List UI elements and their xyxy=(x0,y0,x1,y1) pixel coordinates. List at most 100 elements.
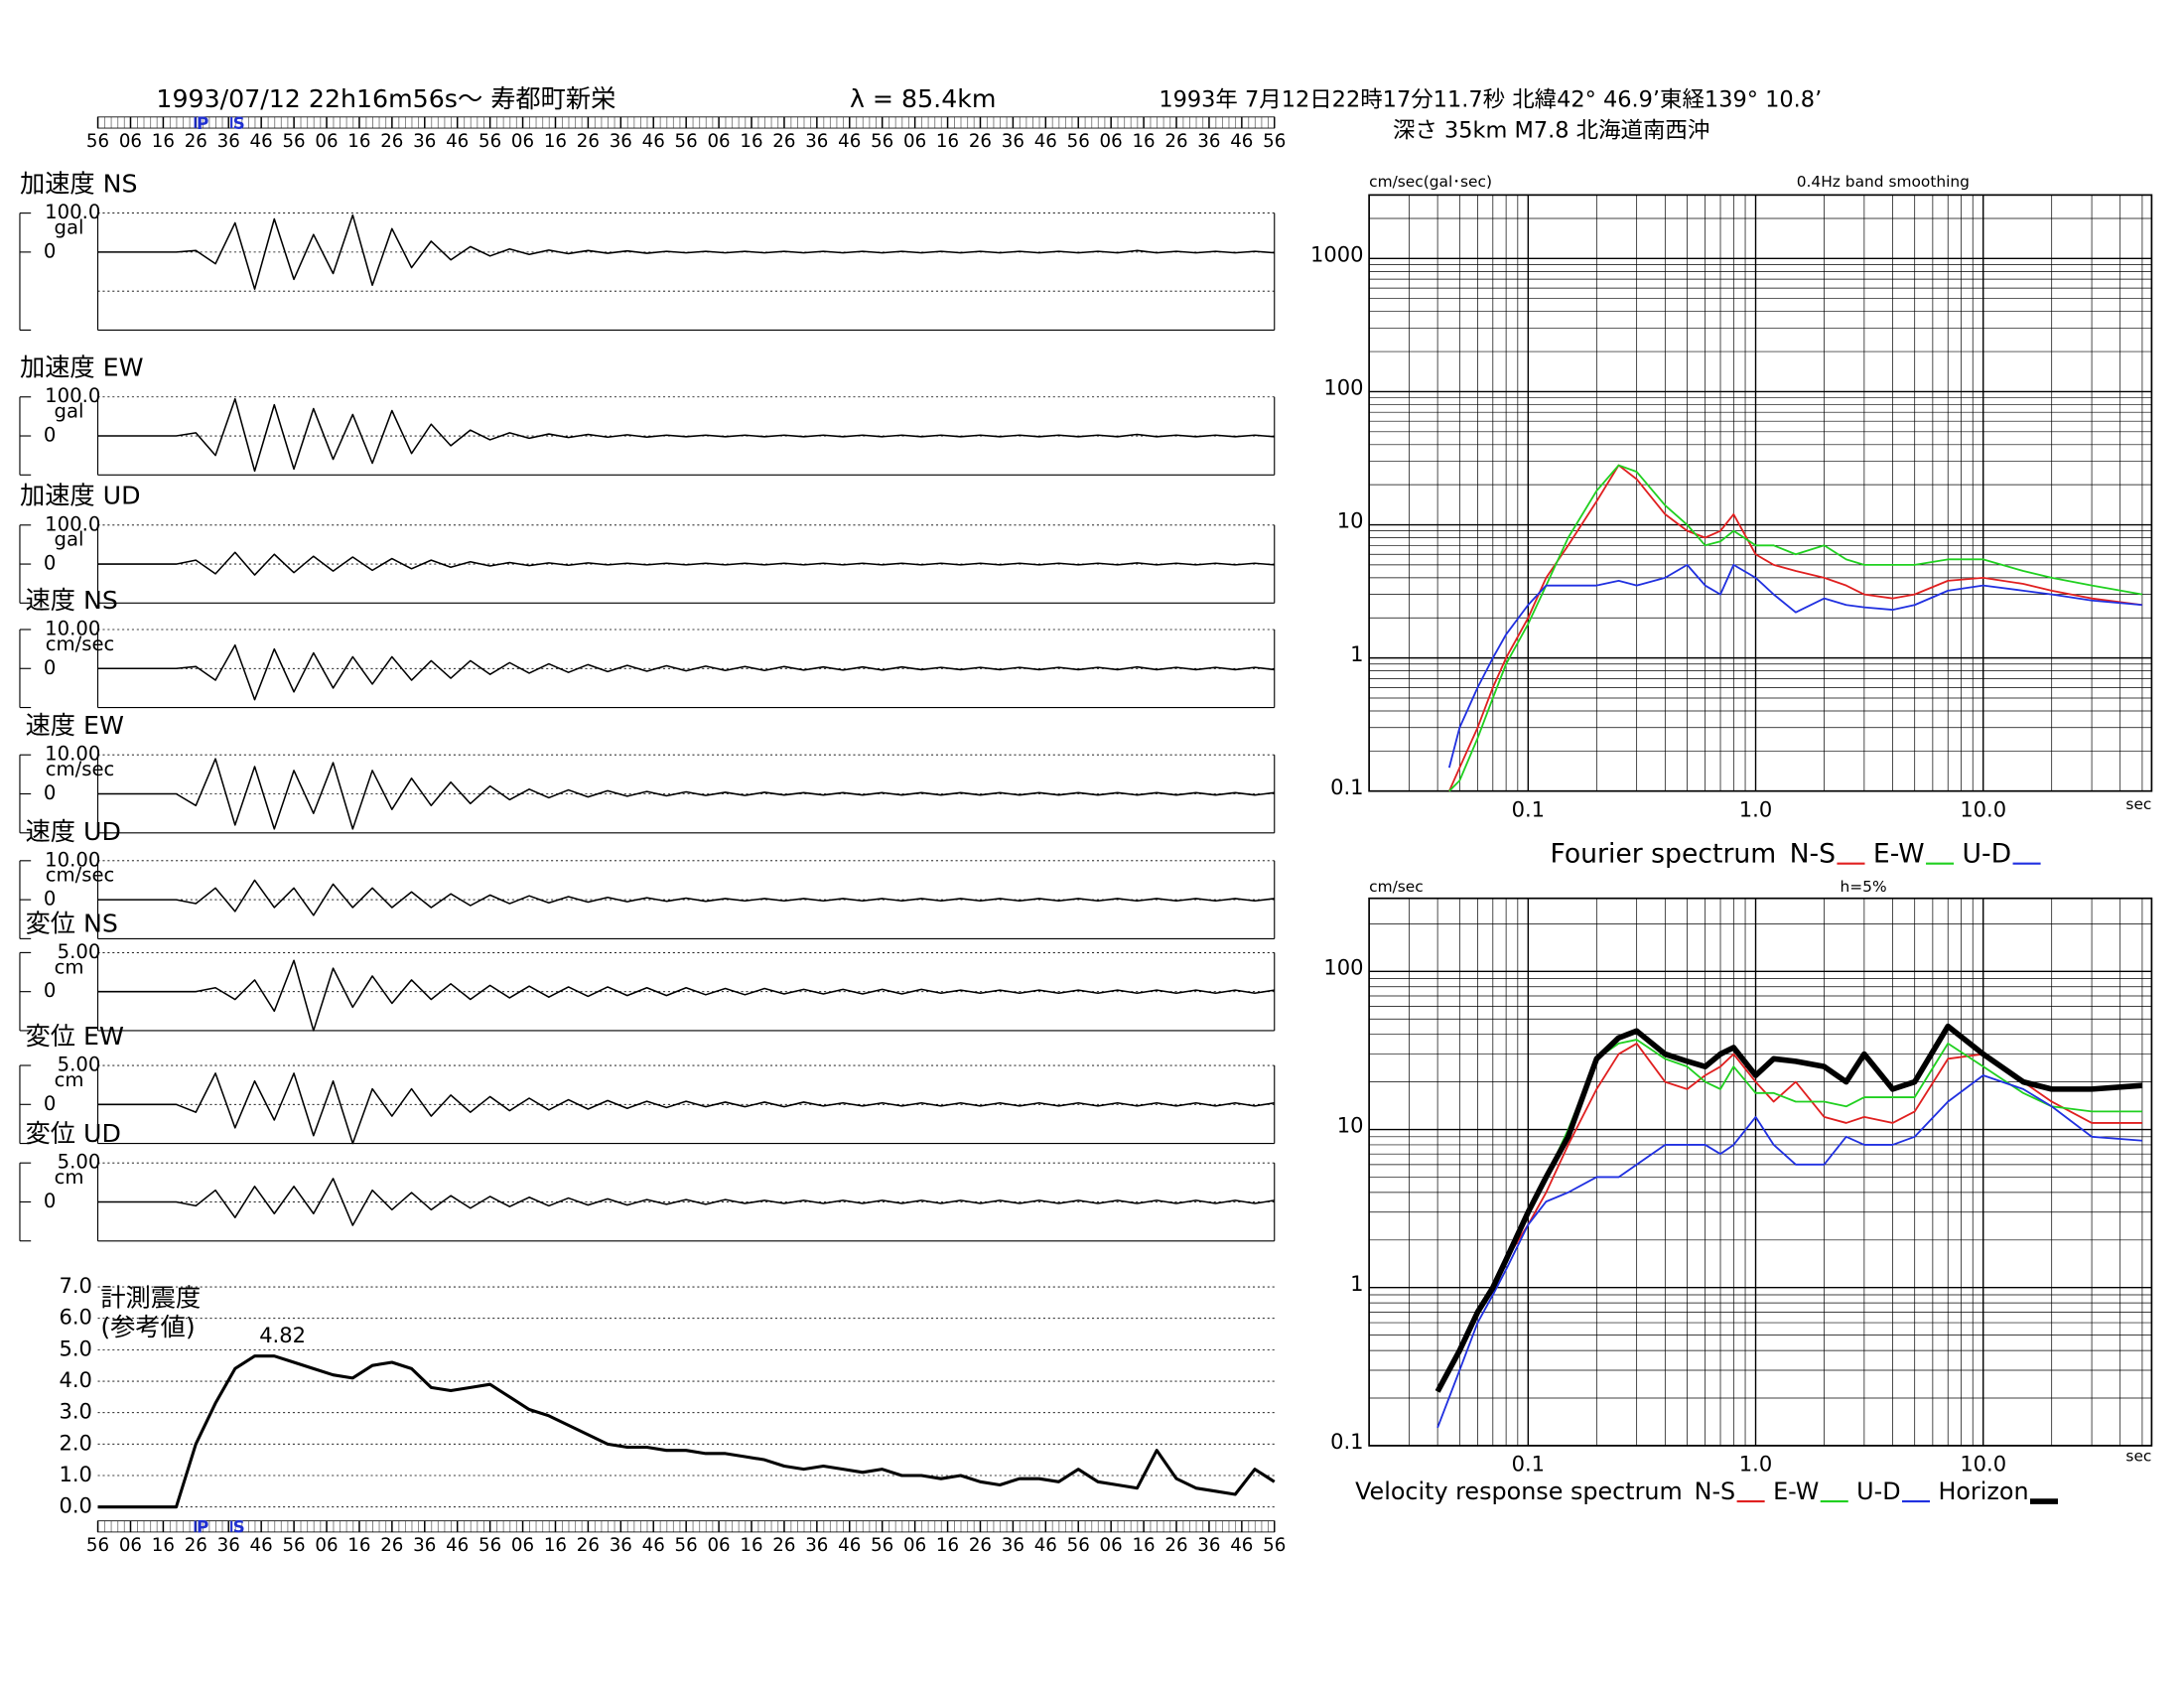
y-tick-label: 100.0 xyxy=(45,512,100,535)
y-tick-label: 0 xyxy=(44,1190,56,1212)
y-tick-label: 100 xyxy=(1323,955,1363,980)
x-tick-label: 16 xyxy=(347,131,370,152)
phase-label: S xyxy=(233,113,245,133)
x-tick-label: 10.0 xyxy=(1960,796,2006,821)
waveform-trace xyxy=(97,879,1275,916)
y-tick-label: 0 xyxy=(44,888,56,911)
y-tick-label: 10 xyxy=(1337,1113,1364,1138)
x-tick-label: 0.1 xyxy=(1512,1452,1545,1477)
legend-label: Horizon xyxy=(1938,1477,2028,1505)
y-tick-label: 1 xyxy=(1350,641,1363,666)
spectrum-line xyxy=(1448,464,2143,792)
waveform-trace xyxy=(97,643,1275,701)
x-tick-label: 16 xyxy=(740,1535,762,1556)
y-tick-label: 10 xyxy=(1337,508,1364,533)
x-tick-label: 36 xyxy=(1197,1535,1220,1556)
trace-label: 加速度 NS xyxy=(20,170,138,199)
y-tick-label: 10.00 xyxy=(45,743,100,766)
x-tick-label: 56 xyxy=(871,1535,893,1556)
y-tick-label: 1000 xyxy=(1310,242,1363,267)
x-tick-label: 06 xyxy=(315,131,338,152)
waveform-trace xyxy=(97,1072,1275,1145)
y-tick-label: 100.0 xyxy=(45,384,100,407)
x-tick-label: 26 xyxy=(185,1535,207,1556)
waveform-trace xyxy=(97,1178,1275,1226)
unit-label: cm/sec xyxy=(46,758,115,780)
x-tick-label: 26 xyxy=(772,131,795,152)
x-tick-label: 56 xyxy=(1263,131,1286,152)
x-tick-label: 36 xyxy=(413,131,436,152)
y-tick-label: 100 xyxy=(1323,375,1363,400)
x-tick-label: 56 xyxy=(1067,1535,1090,1556)
y-tick-label: 0 xyxy=(44,424,56,447)
phase-label: P xyxy=(197,113,208,133)
x-tick-label: 46 xyxy=(642,1535,665,1556)
record-title: 1993/07/12 22h16m56s〜 寿都町新栄 xyxy=(156,84,615,113)
x-axis-label: sec xyxy=(2125,1448,2151,1466)
waveform-trace xyxy=(97,397,1275,473)
annotation: λ = 85.4km xyxy=(850,84,997,113)
chart-subtitle: (参考値) xyxy=(100,1313,195,1341)
x-tick-label: 26 xyxy=(1164,131,1187,152)
x-tick-label: 06 xyxy=(707,131,730,152)
legend-label: E-W xyxy=(1773,1477,1819,1505)
x-tick-label: 36 xyxy=(1197,131,1220,152)
x-tick-label: 26 xyxy=(577,131,600,152)
x-tick-label: 56 xyxy=(86,1535,109,1556)
x-tick-label: 46 xyxy=(250,1535,273,1556)
phase-label: P xyxy=(197,1517,208,1537)
unit-label: cm/sec xyxy=(46,864,115,887)
y-tick-label: 3.0 xyxy=(59,1399,91,1424)
x-tick-label: 06 xyxy=(1100,131,1123,152)
unit-label: cm xyxy=(55,1068,84,1091)
x-tick-label: 36 xyxy=(217,131,240,152)
x-tick-label: 26 xyxy=(380,1535,403,1556)
y-tick-label: 7.0 xyxy=(59,1273,91,1298)
waveform-trace xyxy=(97,758,1275,830)
x-tick-label: 26 xyxy=(577,1535,600,1556)
phase-label: S xyxy=(233,1517,245,1537)
x-tick-label: 56 xyxy=(478,131,501,152)
y-axis-label: cm/sec(gal･sec) xyxy=(1369,173,1492,191)
unit-label: cm xyxy=(55,955,84,978)
x-tick-label: 46 xyxy=(1034,1535,1057,1556)
x-tick-label: 56 xyxy=(1263,1535,1286,1556)
x-tick-label: 36 xyxy=(217,1535,240,1556)
x-tick-label: 16 xyxy=(544,1535,567,1556)
x-tick-label: 36 xyxy=(413,1535,436,1556)
x-tick-label: 56 xyxy=(675,131,698,152)
y-tick-label: 0.1 xyxy=(1330,774,1363,799)
unit-label: cm xyxy=(55,1166,84,1189)
x-tick-label: 06 xyxy=(903,1535,926,1556)
x-tick-label: 26 xyxy=(1164,1535,1187,1556)
x-tick-label: 46 xyxy=(446,131,469,152)
plot-frame xyxy=(1368,194,2153,792)
x-tick-label: 0.1 xyxy=(1512,796,1545,821)
x-tick-label: 06 xyxy=(315,1535,338,1556)
x-tick-label: 56 xyxy=(282,1535,305,1556)
x-tick-label: 36 xyxy=(805,1535,828,1556)
legend-label: U-D xyxy=(1856,1477,1900,1505)
y-tick-label: 5.00 xyxy=(58,1054,101,1076)
y-tick-label: 0 xyxy=(44,781,56,804)
x-tick-label: 1.0 xyxy=(1739,796,1772,821)
x-tick-label: 46 xyxy=(642,131,665,152)
waveform-trace xyxy=(97,551,1275,576)
spectrum-line xyxy=(1447,563,2143,769)
x-tick-label: 46 xyxy=(1230,1535,1253,1556)
x-tick-label: 56 xyxy=(675,1535,698,1556)
x-tick-label: 16 xyxy=(152,1535,175,1556)
y-tick-label: 4.0 xyxy=(59,1367,91,1392)
y-tick-label: 0 xyxy=(44,239,56,262)
x-axis-label: sec xyxy=(2125,795,2151,813)
trace-label: 速度 NS xyxy=(26,586,118,615)
x-tick-label: 06 xyxy=(119,131,142,152)
x-tick-label: 10.0 xyxy=(1960,1452,2006,1477)
trace-label: 速度 UD xyxy=(26,817,121,846)
x-tick-label: 06 xyxy=(1100,1535,1123,1556)
chart-title: Fourier spectrum xyxy=(1550,839,1776,870)
x-tick-label: 16 xyxy=(1132,1535,1155,1556)
